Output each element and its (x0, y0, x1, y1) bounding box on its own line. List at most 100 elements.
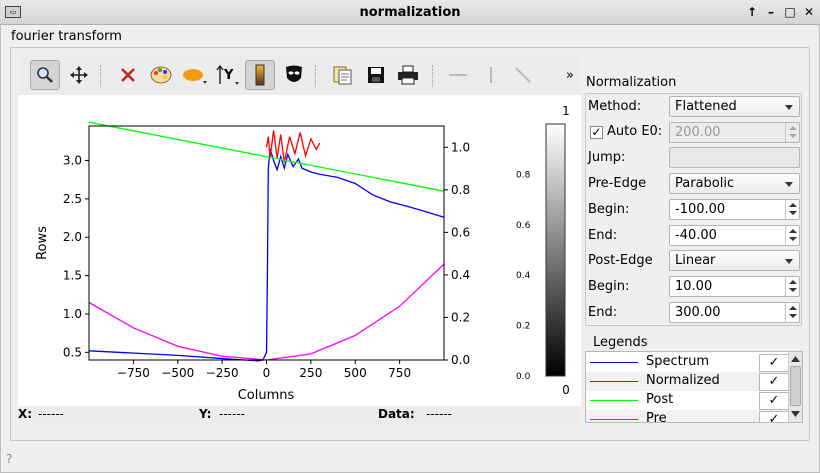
legends-scrollbar[interactable] (788, 352, 802, 422)
maximize-button[interactable]: □ (784, 5, 796, 19)
post-end-value: 300.00 (675, 305, 721, 320)
close-button[interactable]: ✕ (803, 5, 815, 19)
colorbar-top-label: 1 (562, 104, 570, 118)
pre-edge-combo[interactable]: Parabolic (669, 173, 800, 194)
scroll-up-icon[interactable] (789, 353, 802, 365)
hline-icon[interactable] (443, 60, 473, 90)
y-tick-label-left: 0.5 (63, 345, 82, 359)
y-tick-label-right: 0.6 (451, 225, 470, 239)
legend-row: Pre ✓ (586, 410, 789, 422)
keep-above-button[interactable]: ↑ (746, 5, 758, 19)
spin-up-icon[interactable] (789, 280, 797, 284)
copy-icon[interactable] (328, 60, 358, 90)
minimize-button[interactable]: – (768, 5, 774, 19)
clear-icon[interactable] (113, 60, 143, 90)
legend-visibility-checkbox[interactable]: ✓ (759, 411, 789, 422)
method-value: Flattened (675, 99, 737, 114)
x-tick-label: 0 (263, 366, 271, 380)
scroll-thumb[interactable] (790, 366, 801, 406)
legends-list: Spectrum ✓ Normalized ✓ Post ✓ Pre ✓ (585, 351, 803, 423)
toolbar-separator (315, 65, 317, 87)
tab-label: fourier transform (11, 29, 122, 44)
legend-row: Spectrum ✓ (586, 353, 789, 372)
auto-e0-checkbox[interactable]: ✓ (590, 125, 603, 139)
toolbar-separator (100, 65, 102, 87)
y-tick-label-left: 3.0 (63, 154, 82, 168)
pre-end-label: End: (588, 228, 618, 243)
spin-down-icon[interactable] (789, 211, 797, 215)
jump-field (669, 147, 800, 168)
legend-row: Normalized ✓ (586, 372, 789, 391)
y-tick-label-right: 0.2 (451, 310, 470, 324)
pre-begin-spinbox[interactable]: -100.00 (669, 199, 800, 220)
data-label: Data: (378, 407, 415, 421)
pre-end-spinbox[interactable]: -40.00 (669, 225, 800, 246)
spin-up-icon[interactable] (789, 203, 797, 207)
zoom-icon[interactable] (30, 60, 60, 90)
post-edge-label: Post-Edge (588, 253, 653, 268)
scroll-down-icon[interactable] (789, 408, 802, 420)
method-label: Method: (588, 99, 642, 114)
legend-visibility-checkbox[interactable]: ✓ (759, 354, 789, 372)
y-tick-label-left: 2.0 (63, 230, 82, 244)
data-value: ------ (426, 407, 452, 421)
spin-up-icon[interactable] (789, 306, 797, 310)
legend-visibility-checkbox[interactable]: ✓ (759, 373, 789, 391)
legend-row: Post ✓ (586, 391, 789, 410)
window-title: normalization (359, 5, 461, 20)
toolbar-overflow-button[interactable]: » (566, 67, 574, 83)
pan-icon[interactable] (64, 60, 94, 90)
normalization-group (585, 93, 802, 326)
y-tick-label-right: 0.0 (451, 353, 470, 367)
legend-swatch (590, 400, 638, 401)
y-tick-label-left: 1.0 (63, 307, 82, 321)
post-begin-spinbox[interactable]: 10.00 (669, 276, 800, 297)
toolbar-separator (432, 65, 434, 87)
post-end-spinbox[interactable]: 300.00 (669, 302, 800, 323)
colorbar-tick-label: 0.6 (516, 221, 531, 231)
post-edge-value: Linear (675, 253, 716, 268)
spin-down-icon[interactable] (789, 288, 797, 292)
vline-icon[interactable] (476, 60, 506, 90)
legend-name: Spectrum (646, 354, 709, 369)
y-tick-label-right: 0.8 (451, 183, 470, 197)
y-axis-icon[interactable]: Y (214, 60, 244, 90)
spin-down-icon[interactable] (789, 237, 797, 241)
pre-edge-value: Parabolic (675, 176, 735, 191)
colorbar-tick-label: 0.2 (516, 322, 530, 332)
legend-swatch (590, 362, 638, 363)
spin-down-icon (789, 134, 797, 138)
spin-up-icon[interactable] (789, 229, 797, 233)
series-line-spectrum (88, 148, 445, 362)
auto-e0-spinbox: 200.00 (669, 122, 800, 143)
colorbar-tick-label: 0.8 (516, 170, 531, 180)
normalization-title: Normalization (586, 75, 677, 90)
y-tick-label-right: 1.0 (451, 140, 470, 154)
help-icon[interactable]: ? (6, 452, 13, 466)
palette-icon[interactable] (146, 60, 176, 90)
plot-group (10, 47, 810, 441)
method-combo[interactable]: Flattened (669, 96, 800, 117)
auto-e0-label: Auto E0: (607, 124, 663, 139)
print-icon[interactable] (393, 60, 423, 90)
x-coord-label: X: (18, 407, 33, 421)
diagonal-line-icon[interactable] (508, 60, 538, 90)
jump-label: Jump: (588, 150, 626, 165)
post-edge-combo[interactable]: Linear (669, 250, 800, 271)
save-icon[interactable] (361, 60, 391, 90)
legend-swatch (590, 419, 638, 420)
mask-icon[interactable] (279, 60, 309, 90)
pre-begin-label: Begin: (588, 202, 630, 217)
y-tick-label-left: 2.5 (63, 192, 82, 206)
chevron-down-icon (785, 182, 793, 187)
y-coord-label: Y: (199, 407, 212, 421)
plot-area[interactable]: −750 −500 −250 0 250 500 750 0.5 1.0 1.5 2.0 2.5 3.0… (18, 95, 581, 406)
auto-e0-value: 200.00 (675, 125, 721, 140)
status-bar: X: ------ Y: ------ Data: ------ (18, 406, 581, 424)
chevron-down-icon (785, 105, 793, 110)
legend-name: Normalized (646, 373, 720, 388)
ellipse-roi-icon[interactable] (180, 60, 210, 90)
legend-visibility-checkbox[interactable]: ✓ (759, 392, 789, 410)
spin-down-icon[interactable] (789, 314, 797, 318)
colorbar-icon[interactable] (245, 60, 275, 90)
